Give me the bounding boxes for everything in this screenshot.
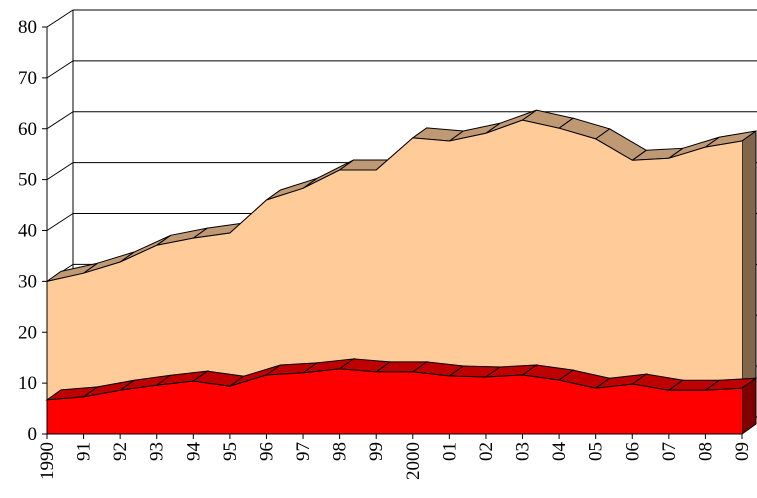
x-tick-label: 02 xyxy=(476,442,497,461)
x-tick-label: 08 xyxy=(695,442,716,461)
y-tick-label: 20 xyxy=(18,322,37,343)
y-tick-label: 30 xyxy=(18,271,37,292)
x-tick-label: 96 xyxy=(256,442,277,461)
x-tick-label: 06 xyxy=(622,442,643,461)
x-tick-label: 07 xyxy=(659,442,680,461)
x-tick-label: 01 xyxy=(439,442,460,461)
x-tick-label: 2000 xyxy=(403,442,424,480)
x-tick-label: 98 xyxy=(330,442,351,461)
wall-diagonal xyxy=(46,162,74,181)
y-tick-label: 0 xyxy=(28,424,38,445)
area-side-face xyxy=(741,377,757,435)
wall-diagonal xyxy=(46,213,74,231)
wall-diagonal xyxy=(46,60,74,79)
area-side-face xyxy=(741,130,757,390)
x-tick-label: 91 xyxy=(74,442,95,461)
y-tick-label: 70 xyxy=(18,68,37,89)
x-tick-label: 97 xyxy=(293,442,314,461)
y-tick-label: 50 xyxy=(18,170,37,191)
y-tick-label: 80 xyxy=(18,17,37,38)
x-tick-label: 99 xyxy=(366,442,387,461)
wall-diagonal xyxy=(46,9,74,28)
x-tick-label: 94 xyxy=(183,442,204,462)
x-tick-label: 95 xyxy=(220,442,241,461)
area-front xyxy=(47,120,742,400)
x-tick-label: 03 xyxy=(513,442,534,461)
x-tick-label: 93 xyxy=(147,442,168,461)
x-tick-label: 92 xyxy=(110,442,131,461)
y-tick-label: 40 xyxy=(18,221,37,242)
x-tick-label: 04 xyxy=(549,442,570,462)
x-tick-label: 1990 xyxy=(37,442,58,480)
x-tick-label: 05 xyxy=(586,442,607,461)
wall-diagonal xyxy=(46,111,74,130)
area-edge xyxy=(46,119,743,282)
y-tick-label: 10 xyxy=(18,373,37,394)
y-tick-label: 60 xyxy=(18,119,37,140)
area-edge xyxy=(46,368,743,401)
x-tick-label: 09 xyxy=(732,442,753,461)
